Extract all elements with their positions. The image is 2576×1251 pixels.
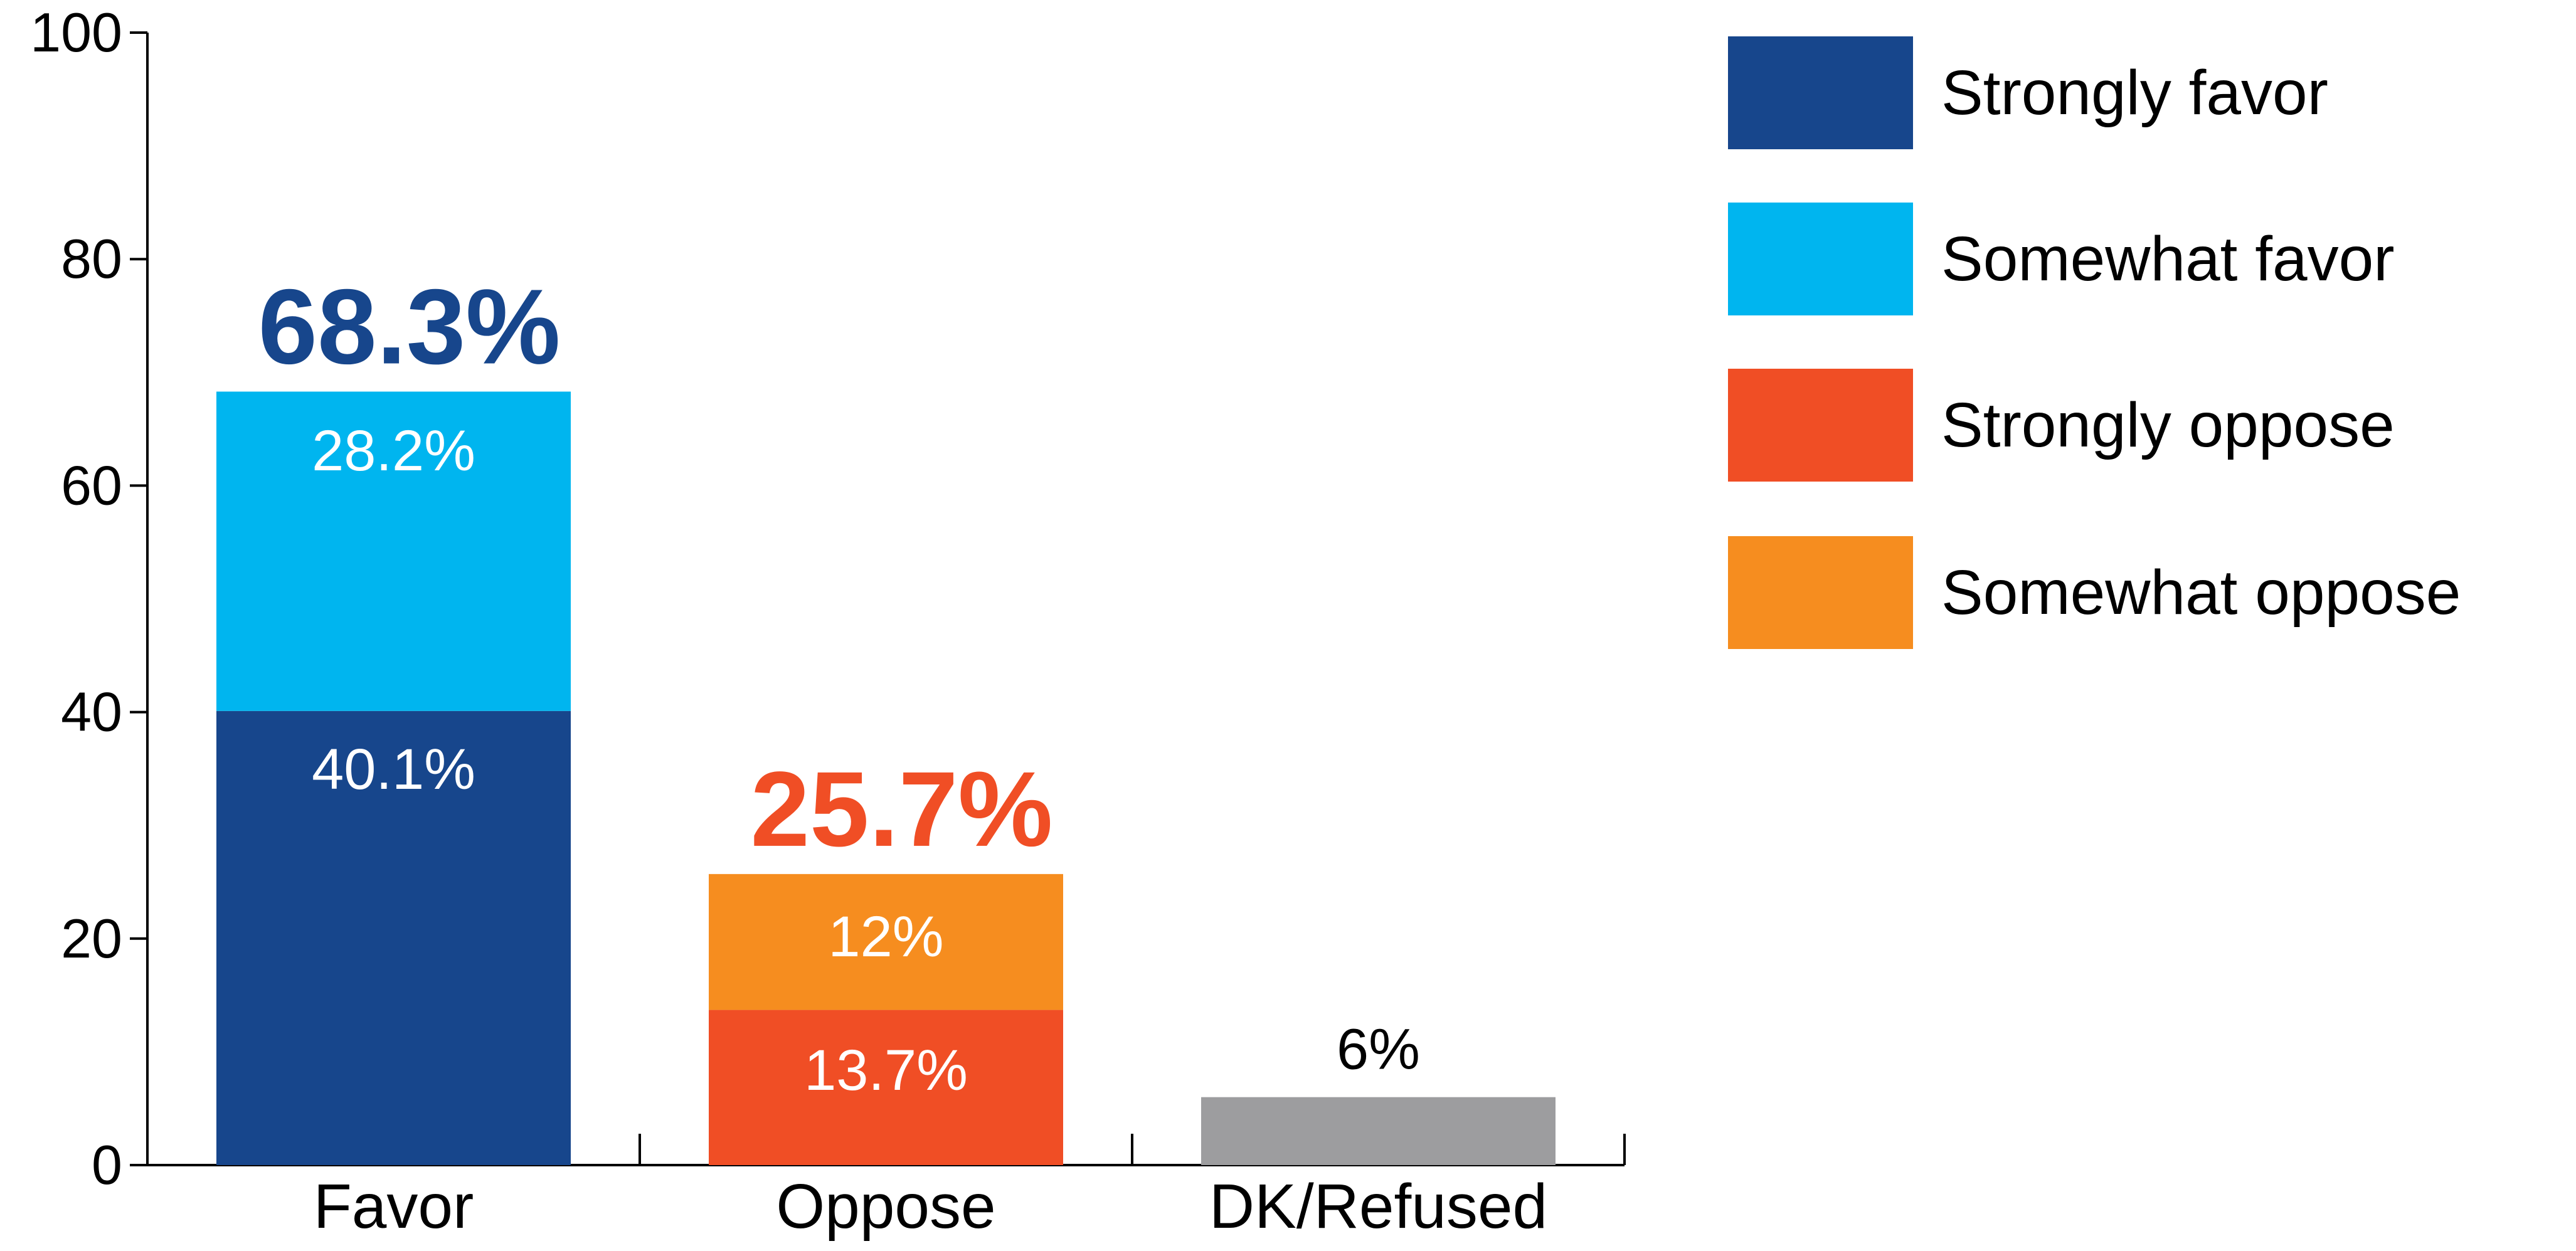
- bars: 40.1% 28.2% 68.3% 13.7% 12% 25.7% 6%: [216, 268, 1556, 1165]
- legend-label: Strongly favor: [1941, 58, 2328, 128]
- legend-swatch: [1728, 203, 1913, 315]
- legend: Strongly favor Somewhat favor Strongly opp…: [1728, 36, 2461, 649]
- y-tick-label: 0: [92, 1134, 122, 1196]
- x-category-label: DK/Refused: [1209, 1171, 1547, 1242]
- legend-label: Somewhat oppose: [1941, 557, 2461, 628]
- y-tick-label: 20: [61, 907, 122, 969]
- y-tick-label: 100: [30, 1, 122, 63]
- bar-segment-label: 13.7%: [804, 1038, 968, 1102]
- y-tick-label: 40: [61, 681, 122, 743]
- axes: 0 20 40 60 80 100 Favor Oppose DK/Refused: [30, 1, 1626, 1242]
- bar-segment-label: 12%: [828, 905, 943, 969]
- bar-total-label: 25.7%: [750, 750, 1052, 869]
- x-category-label: Favor: [314, 1171, 474, 1242]
- bar-segment: [216, 710, 571, 1165]
- bar-segment: [1201, 1097, 1556, 1165]
- bar-total-label: 6%: [1337, 1018, 1420, 1082]
- legend-label: Strongly oppose: [1941, 390, 2395, 460]
- bar-segment: [216, 391, 571, 711]
- bar-segment: [709, 1010, 1063, 1165]
- y-tick-label: 60: [61, 454, 122, 516]
- legend-swatch: [1728, 536, 1913, 649]
- bar-segment: [709, 874, 1063, 1010]
- legend-label: Somewhat favor: [1941, 224, 2395, 294]
- bar-segment-label: 40.1%: [312, 737, 475, 801]
- legend-swatch: [1728, 369, 1913, 482]
- legend-swatch: [1728, 36, 1913, 149]
- bar-total-label: 68.3%: [258, 268, 560, 387]
- bar-segment-label: 28.2%: [312, 419, 475, 483]
- x-category-label: Oppose: [776, 1171, 995, 1242]
- y-tick-label: 80: [61, 228, 122, 290]
